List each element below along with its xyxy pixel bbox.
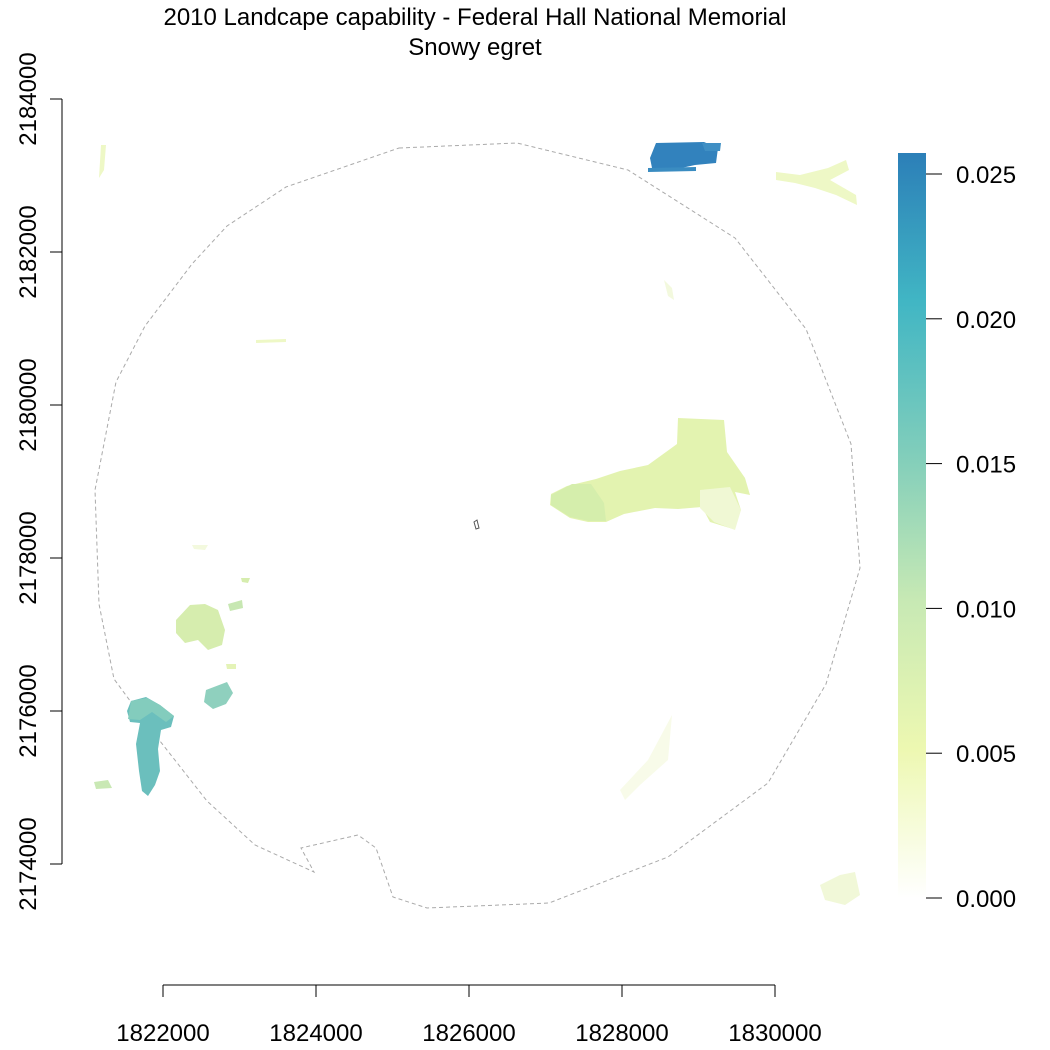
x-tick-label: 1824000 bbox=[269, 1020, 362, 1047]
habitat-patch-north-blue-edge bbox=[702, 143, 721, 151]
y-tick-label: 2182000 bbox=[15, 205, 42, 298]
x-tick-label: 1828000 bbox=[575, 1020, 668, 1047]
memorial-marker bbox=[473, 519, 480, 530]
y-axis: 2174000 2176000 2178000 2180000 2182000 21840… bbox=[15, 52, 63, 911]
habitat-patch-mid-west-bits bbox=[228, 600, 243, 611]
habitat-patch-northeast-strip bbox=[776, 160, 857, 205]
legend: 0.000 0.005 0.010 0.015 0.020 0.025 bbox=[898, 153, 1016, 913]
habitat-patch-small-teal bbox=[204, 682, 233, 709]
habitat-patch-tiny-2 bbox=[226, 664, 236, 669]
y-tick-label: 2176000 bbox=[15, 664, 42, 757]
habitat-patch-east-west-lobe bbox=[551, 484, 606, 521]
y-tick-label: 2180000 bbox=[15, 358, 42, 451]
legend-tick-label: 0.020 bbox=[956, 307, 1016, 334]
y-tick-label: 2184000 bbox=[15, 52, 42, 145]
habitat-patch-east-light bbox=[700, 487, 741, 530]
legend-ticks: 0.000 0.005 0.010 0.015 0.020 0.025 bbox=[926, 162, 1016, 913]
habitat-patch-small-green bbox=[94, 780, 112, 789]
map-title: 2010 Landcape capability - Federal Hall … bbox=[163, 4, 787, 31]
map-subtitle: Snowy egret bbox=[408, 34, 542, 61]
x-tick-label: 1822000 bbox=[116, 1020, 209, 1047]
habitat-patch-tiny-1 bbox=[241, 578, 250, 583]
legend-tick-label: 0.010 bbox=[956, 596, 1016, 623]
habitat-patch-south-faint bbox=[620, 715, 672, 800]
habitat-patch-southwest-teal bbox=[127, 697, 174, 796]
habitat-patch-north-sliver bbox=[256, 339, 286, 343]
habitat-patch-mid-west bbox=[176, 604, 225, 650]
habitat-patch-north-blue bbox=[650, 142, 718, 170]
habitat-patch-nw-sliver bbox=[99, 145, 106, 178]
habitat-patch-southeast-faint bbox=[820, 872, 860, 905]
habitat-patch-southwest-teal-light bbox=[128, 698, 174, 722]
habitat-raster bbox=[94, 142, 860, 905]
legend-colorbar bbox=[898, 153, 926, 898]
x-axis: 1822000 1824000 1826000 1828000 1830000 bbox=[116, 984, 822, 1047]
y-tick-label: 2178000 bbox=[15, 511, 42, 604]
x-tick-label: 1826000 bbox=[422, 1020, 515, 1047]
habitat-patch-west-faint bbox=[192, 545, 208, 550]
habitat-patch-center-faint bbox=[664, 280, 674, 300]
legend-tick-label: 0.000 bbox=[956, 886, 1016, 913]
y-tick-label: 2174000 bbox=[15, 817, 42, 910]
legend-tick-label: 0.005 bbox=[956, 741, 1016, 768]
legend-tick-label: 0.015 bbox=[956, 452, 1016, 479]
x-tick-label: 1830000 bbox=[728, 1020, 821, 1047]
habitat-patch-north-blue-strip bbox=[648, 167, 696, 172]
study-area-boundary bbox=[94, 142, 861, 909]
legend-tick-label: 0.025 bbox=[956, 162, 1016, 189]
